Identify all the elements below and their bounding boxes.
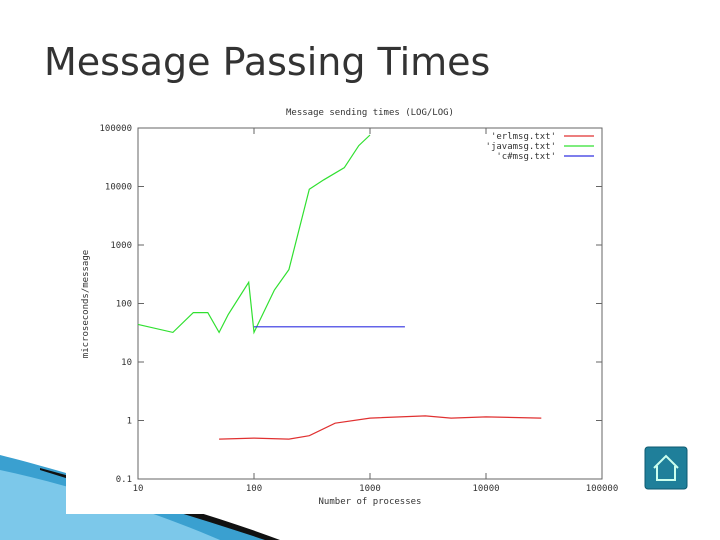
x-tick-label: 100000 [586,484,619,494]
y-tick-label: 10000 [105,183,132,193]
y-tick-label: 1 [127,417,132,427]
x-tick-label: 10 [133,484,144,494]
y-tick-label: 100 [116,300,132,310]
home-button[interactable] [644,446,688,490]
legend-label: 'erlmsg.txt' [491,132,556,142]
y-tick-label: 1000 [110,241,132,251]
series-line [137,134,371,335]
chart-title: Message sending times (LOG/LOG) [286,108,454,118]
y-tick-label: 10 [121,358,132,368]
y-axis-label: microseconds/message [81,250,91,358]
legend-label: 'javamsg.txt' [486,142,556,152]
y-tick-label: 100000 [99,124,132,134]
x-tick-label: 10000 [472,484,499,494]
x-tick-label: 100 [246,484,262,494]
x-tick-label: 1000 [359,484,381,494]
x-axis-label: Number of processes [319,497,422,507]
chart-background [66,100,622,514]
legend-label: 'c#msg.txt' [496,152,556,162]
series-line [219,415,542,440]
slide-title: Message Passing Times [44,40,491,84]
y-tick-label: 0.1 [116,475,132,485]
